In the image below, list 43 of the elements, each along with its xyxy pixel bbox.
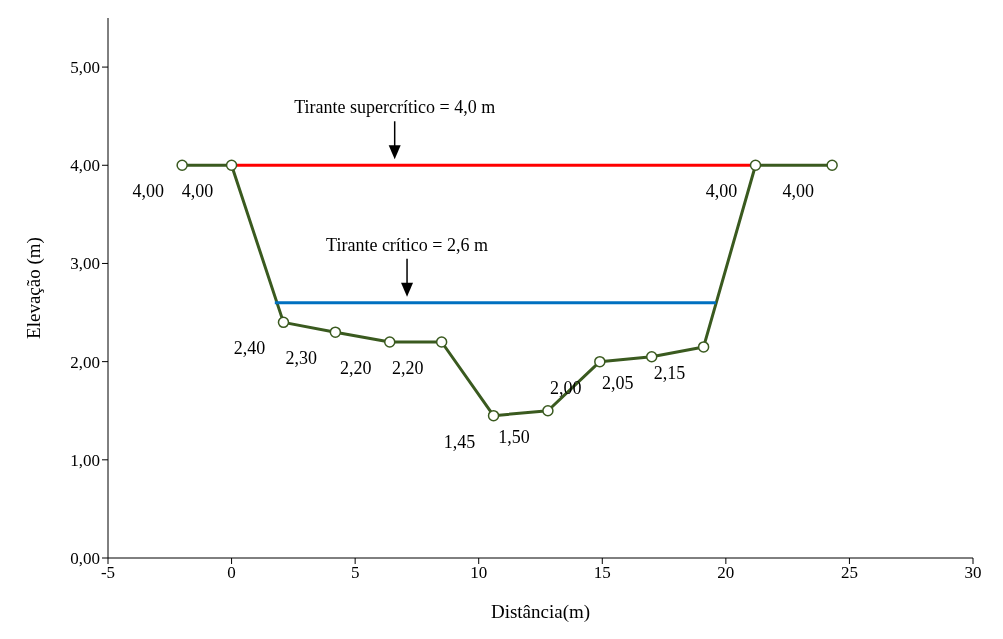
- point: [277, 316, 290, 329]
- x-tick-label: 25: [840, 563, 858, 583]
- y-tick-label: 0,00: [70, 549, 100, 569]
- point: [435, 336, 448, 348]
- data-label: 2,15: [653, 362, 686, 383]
- point: [542, 404, 554, 417]
- data-label: 4,00: [181, 181, 214, 202]
- data-label: 2,20: [339, 358, 372, 378]
- point: [487, 409, 500, 422]
- point: [645, 350, 658, 363]
- point: [697, 341, 710, 353]
- annotation: Tirante crítico = 2,6 m: [326, 234, 489, 255]
- point: [176, 159, 188, 172]
- point: [225, 159, 238, 172]
- data-label: 2,40: [233, 338, 266, 359]
- data-label: 4,00: [782, 181, 814, 202]
- x-tick-label: 0: [227, 563, 236, 583]
- data-label: 2,20: [391, 358, 424, 378]
- y-tick-label: 1,00: [70, 450, 100, 470]
- data-label: 1,45: [443, 431, 476, 452]
- data-label: 2,30: [285, 348, 318, 369]
- x-tick-label: -5: [100, 563, 116, 583]
- point: [594, 355, 606, 368]
- y-tick-label: 3,00: [70, 254, 100, 274]
- point: [826, 159, 838, 172]
- x-tick-label: 10: [470, 563, 488, 583]
- annotation: Tirante supercrítico = 4,0 m: [294, 97, 496, 118]
- point: [383, 336, 396, 348]
- y-axis-title: Elevação (m): [22, 237, 45, 339]
- point: [329, 326, 342, 338]
- data-label: 2,05: [601, 372, 634, 393]
- y-tick-label: 2,00: [70, 352, 100, 372]
- x-tick-label: 15: [593, 563, 611, 583]
- x-tick-label: 5: [350, 563, 360, 583]
- point: [749, 159, 762, 172]
- data-label: 4,00: [132, 181, 164, 202]
- data-label: 1,50: [498, 426, 530, 447]
- data-label: 4,00: [705, 181, 738, 202]
- x-tick-label: 30: [964, 563, 982, 583]
- x-axis-title: Distância(m): [490, 601, 591, 623]
- y-tick-label: 5,00: [70, 58, 100, 78]
- x-tick-label: 20: [717, 563, 735, 583]
- y-tick-label: 4,00: [70, 156, 100, 176]
